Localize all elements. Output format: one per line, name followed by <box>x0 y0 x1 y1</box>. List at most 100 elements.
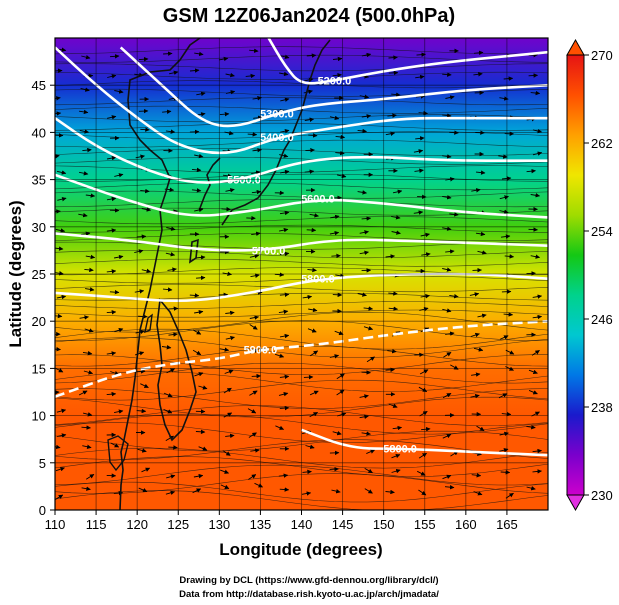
wind-arrow <box>391 92 401 97</box>
wind-arrow <box>274 272 285 277</box>
wind-arrow <box>357 190 367 195</box>
wind-arrow <box>225 335 235 341</box>
wind-arrow <box>361 216 372 221</box>
wind-arrow <box>416 470 426 476</box>
contour-label: 5800.0 <box>383 444 417 456</box>
contour-label: 5400.0 <box>260 132 294 144</box>
wind-arrow <box>445 95 455 100</box>
wind-arrow <box>335 134 346 140</box>
wind-arrow <box>528 52 539 58</box>
wind-arrow <box>82 350 93 356</box>
wind-arrow <box>55 466 65 472</box>
wind-arrow <box>391 468 401 474</box>
wind-arrow <box>503 76 514 81</box>
wind-arrow <box>498 154 508 159</box>
contour-line <box>55 117 548 184</box>
wind-arrow <box>85 193 96 198</box>
y-tick-label: 25 <box>32 267 46 282</box>
wind-arrow <box>532 151 543 156</box>
wind-arrow <box>81 425 91 430</box>
wind-arrow <box>449 212 459 217</box>
wind-arrow <box>528 389 538 395</box>
x-tick-label: 135 <box>250 517 272 532</box>
wind-arrow <box>114 173 124 178</box>
wind-arrow <box>55 96 61 101</box>
wind-arrow <box>85 287 95 292</box>
wind-arrow <box>442 226 452 231</box>
wind-arrow <box>81 55 91 60</box>
wind-arrow <box>388 403 398 408</box>
wind-arrow <box>330 214 340 220</box>
wind-arrow <box>366 449 376 455</box>
contour-label: 5800.0 <box>301 274 335 286</box>
wind-arrow <box>225 188 235 193</box>
wind-arrow <box>442 154 452 159</box>
wind-arrow <box>192 349 202 356</box>
contour-line <box>301 428 548 457</box>
wind-arrow <box>194 372 204 377</box>
wind-arrow <box>196 91 206 97</box>
wind-arrow <box>532 294 543 299</box>
wind-arrow <box>106 309 117 315</box>
wind-arrow <box>532 469 542 474</box>
colorbar-tick-label: 270 <box>591 48 613 63</box>
wind-arrow <box>250 273 260 278</box>
wind-arrow <box>308 307 318 313</box>
wind-arrow <box>309 350 319 357</box>
wind-arrow <box>114 89 124 94</box>
wind-arrow <box>304 169 315 174</box>
contour-label: 5700.0 <box>252 245 286 257</box>
wind-arrow <box>329 466 339 472</box>
wind-arrow <box>418 386 428 393</box>
colorbar-min-arrow <box>566 494 585 512</box>
wind-arrow <box>79 171 89 176</box>
wind-arrow <box>385 367 395 373</box>
wind-arrow <box>363 306 374 311</box>
wind-arrow <box>530 90 541 96</box>
colorbar-tick-label: 230 <box>591 488 613 503</box>
wind-arrow <box>195 429 206 435</box>
wind-arrow <box>222 450 231 456</box>
wind-arrow <box>168 332 178 337</box>
wind-arrow <box>332 56 343 62</box>
y-tick-label: 15 <box>32 361 46 376</box>
credit-data-source: Data from http://database.rish.kyoto-u.a… <box>179 589 439 600</box>
wind-arrow <box>249 254 260 259</box>
wind-arrow <box>471 473 482 478</box>
wind-arrow <box>194 153 204 159</box>
wind-arrow <box>278 473 289 478</box>
wind-arrow <box>501 176 512 181</box>
wind-arrow <box>223 387 232 394</box>
wind-arrow <box>78 390 88 396</box>
wind-arrow <box>359 94 370 99</box>
wind-arrow <box>78 212 88 218</box>
wind-arrow <box>392 425 403 431</box>
wind-arrow <box>414 168 424 173</box>
wind-arrow <box>470 332 480 338</box>
wind-arrow <box>189 293 200 298</box>
y-tick-label: 40 <box>32 125 46 140</box>
wind-arrow <box>387 113 397 118</box>
wind-arrow <box>252 147 262 153</box>
wind-arrow <box>80 87 90 92</box>
wind-arrow <box>531 350 540 356</box>
wind-arrow <box>307 328 317 333</box>
wind-arrow <box>249 315 260 320</box>
wind-arrow <box>106 228 117 233</box>
colorbar-max-arrow <box>566 38 585 56</box>
hainan-coastline <box>144 313 153 334</box>
wind-arrow <box>279 153 289 158</box>
wind-arrow <box>106 155 117 161</box>
wind-arrow <box>530 193 541 198</box>
contour-line <box>55 46 548 155</box>
wind-arrow <box>55 347 61 352</box>
wind-arrow <box>219 111 230 117</box>
wind-arrow <box>415 94 426 99</box>
wind-arrow <box>140 383 149 389</box>
wind-arrow <box>192 329 202 335</box>
wind-arrow <box>421 426 431 432</box>
wind-arrow <box>254 482 264 488</box>
wind-arrow <box>81 486 91 491</box>
wind-arrow <box>500 470 511 475</box>
wind-arrow <box>385 254 396 259</box>
